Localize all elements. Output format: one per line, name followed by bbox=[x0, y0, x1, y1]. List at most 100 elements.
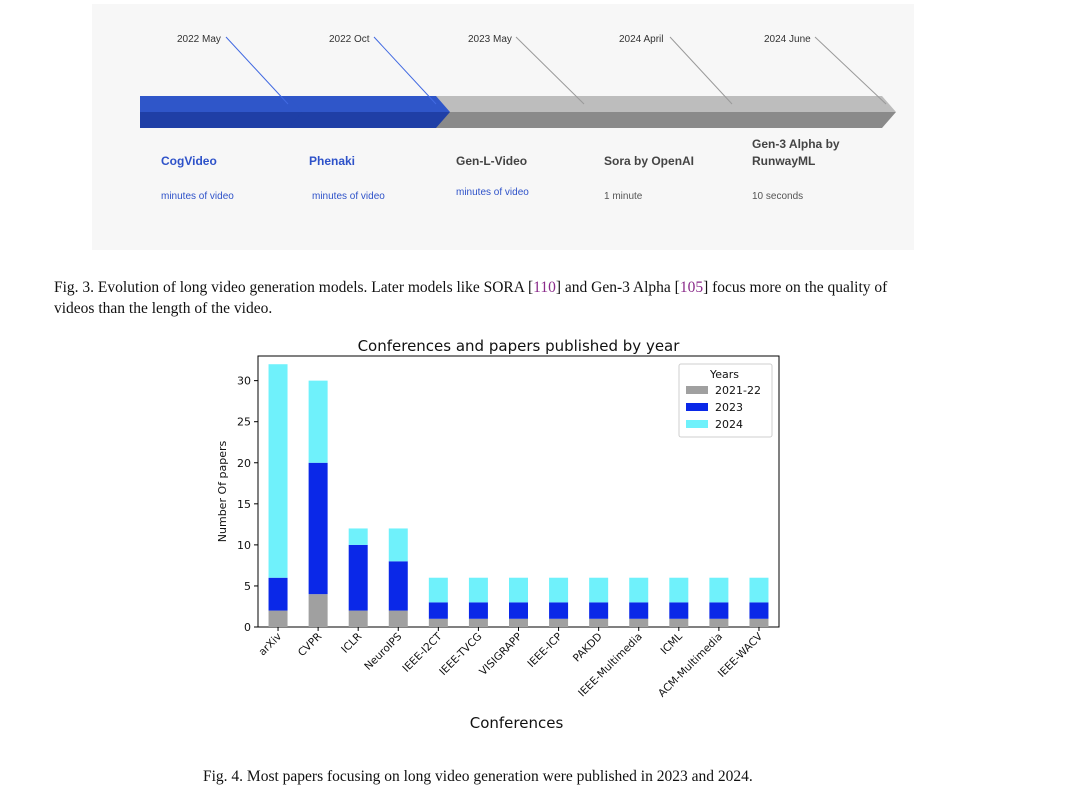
bar-segment-2023 bbox=[468, 602, 488, 619]
y-tick-label: 15 bbox=[237, 498, 251, 511]
legend-title: Years bbox=[709, 368, 739, 381]
timeline-arrow-top bbox=[436, 96, 600, 112]
bar-segment-2021-22 bbox=[388, 610, 408, 627]
y-tick-label: 20 bbox=[237, 457, 251, 470]
bar-segment-2023 bbox=[749, 602, 769, 619]
timeline-model-gen-l-video: Gen-L-Video bbox=[456, 154, 528, 168]
bar-segment-2021-22 bbox=[709, 618, 729, 627]
legend-label-2024: 2024 bbox=[715, 418, 743, 431]
bar-segment-2024 bbox=[509, 577, 528, 603]
timeline-model-phenaki: Phenaki bbox=[309, 154, 356, 168]
x-tick-label: IEEE-ICP bbox=[525, 631, 564, 670]
bar-segment-2024 bbox=[268, 364, 288, 578]
legend-label-2021-22: 2021-22 bbox=[715, 384, 761, 397]
bar-segment-2023 bbox=[589, 602, 609, 619]
x-axis-label: Conferences bbox=[470, 714, 564, 732]
caption-text: ] focus more on the quality of bbox=[703, 279, 888, 296]
legend-label-2023: 2023 bbox=[715, 401, 743, 414]
caption-text: Fig. 3. Evolution of long video generati… bbox=[54, 279, 534, 296]
timeline-connector-line bbox=[515, 36, 585, 105]
bar-segment-2021-22 bbox=[509, 618, 528, 627]
bar-segment-2021-22 bbox=[268, 610, 288, 627]
x-tick-label: VISIGRAPP bbox=[477, 631, 524, 678]
x-tick-label: ICLR bbox=[339, 631, 364, 656]
bar-segment-2024 bbox=[629, 577, 649, 603]
y-tick-label: 0 bbox=[244, 621, 251, 634]
legend-swatch-2023 bbox=[686, 403, 708, 411]
legend-box bbox=[678, 363, 773, 438]
bar-segment-2024 bbox=[308, 380, 328, 463]
bar-segment-2021-22 bbox=[629, 618, 649, 627]
timeline-model-sora: Sora by OpenAI bbox=[604, 154, 695, 168]
bar-segment-2021-22 bbox=[348, 610, 368, 627]
bar-segment-2024 bbox=[388, 528, 408, 562]
timeline-graphic bbox=[140, 36, 896, 128]
timeline-note-4: 1 minute bbox=[604, 191, 643, 202]
bar-segment-2023 bbox=[509, 602, 528, 619]
timeline-date-3: 2023 May bbox=[468, 34, 512, 45]
bar-segment-2021-22 bbox=[308, 594, 328, 627]
bar-segment-2023 bbox=[428, 602, 448, 619]
bar-segment-2023 bbox=[709, 602, 729, 619]
timeline-arrow-top bbox=[140, 96, 304, 112]
timeline-note-3: minutes of video bbox=[456, 187, 529, 198]
bar-segment-2024 bbox=[468, 577, 488, 603]
timeline-date-5: 2024 June bbox=[764, 34, 811, 45]
timeline-model-gen3-line2: RunwayML bbox=[752, 154, 816, 168]
timeline-note-5: 10 seconds bbox=[752, 191, 804, 202]
timeline-arrow-bottom bbox=[140, 112, 304, 128]
timeline-connector-line bbox=[669, 36, 733, 105]
x-tick-label: arXiv bbox=[257, 631, 285, 659]
bar-segment-2024 bbox=[709, 577, 729, 603]
bar-segment-2021-22 bbox=[669, 618, 689, 627]
x-tick-label: PAKDD bbox=[571, 631, 605, 665]
figure-4-caption: Fig. 4. Most papers focusing on long vid… bbox=[203, 768, 753, 785]
bar-segment-2024 bbox=[589, 577, 609, 603]
figure-3-caption-line2: videos than the length of the video. bbox=[54, 300, 273, 317]
bar-segment-2021-22 bbox=[749, 618, 769, 627]
timeline-note-1: minutes of video bbox=[161, 191, 234, 202]
y-tick-label: 10 bbox=[237, 539, 251, 552]
bar-segment-2024 bbox=[348, 528, 368, 545]
timeline-connector-line bbox=[373, 36, 437, 105]
figure-3-caption: Fig. 3. Evolution of long video generati… bbox=[54, 277, 1054, 319]
y-tick-label: 25 bbox=[237, 416, 251, 429]
caption-text: ] and Gen-3 Alpha [ bbox=[555, 279, 680, 296]
timeline-date-1: 2022 May bbox=[177, 34, 221, 45]
bar-segment-2023 bbox=[629, 602, 649, 619]
timeline-arrow-bottom bbox=[584, 112, 748, 128]
timeline-note-2: minutes of video bbox=[312, 191, 385, 202]
bar-segment-2021-22 bbox=[428, 618, 448, 627]
legend-swatch-2021-22 bbox=[686, 386, 708, 394]
timeline-arrow-bottom bbox=[732, 112, 896, 128]
x-tick-label: CVPR bbox=[296, 631, 324, 659]
bar-segment-2023 bbox=[549, 602, 569, 619]
timeline-figure: 2022 May 2022 Oct 2023 May 2024 April 20… bbox=[92, 4, 914, 250]
bar-segment-2023 bbox=[348, 544, 368, 611]
timeline-connector-line bbox=[814, 36, 887, 105]
timeline-date-2: 2022 Oct bbox=[329, 34, 370, 45]
bar-segment-2023 bbox=[669, 602, 689, 619]
timeline-arrow-top bbox=[732, 96, 896, 112]
y-tick-label: 30 bbox=[237, 375, 251, 388]
figure-3-caption-line1: Fig. 3. Evolution of long video generati… bbox=[54, 277, 1054, 298]
bar-segment-2021-22 bbox=[589, 618, 609, 627]
citation-link-110[interactable]: 110 bbox=[533, 279, 556, 296]
papers-bar-chart: Conferences and papers published by year… bbox=[216, 337, 780, 732]
timeline-arrow-bottom bbox=[288, 112, 452, 128]
y-axis-label: Number Of papers bbox=[216, 441, 229, 543]
x-tick-label: NeuroIPS bbox=[362, 630, 404, 672]
chart-title: Conferences and papers published by year bbox=[358, 337, 681, 355]
bar-segment-2024 bbox=[549, 577, 569, 603]
citation-link-105[interactable]: 105 bbox=[679, 279, 704, 296]
bar-segment-2023 bbox=[308, 462, 328, 595]
x-tick-label: ICML bbox=[659, 631, 686, 658]
bar-segment-2024 bbox=[428, 577, 448, 603]
bar-segment-2024 bbox=[669, 577, 689, 603]
bar-segment-2024 bbox=[749, 577, 769, 603]
timeline-model-cogvideo: CogVideo bbox=[161, 154, 217, 168]
bar-segment-2023 bbox=[268, 577, 288, 611]
bar-segment-2021-22 bbox=[468, 618, 488, 627]
bar-segment-2023 bbox=[388, 561, 408, 611]
y-tick-label: 5 bbox=[244, 580, 251, 593]
